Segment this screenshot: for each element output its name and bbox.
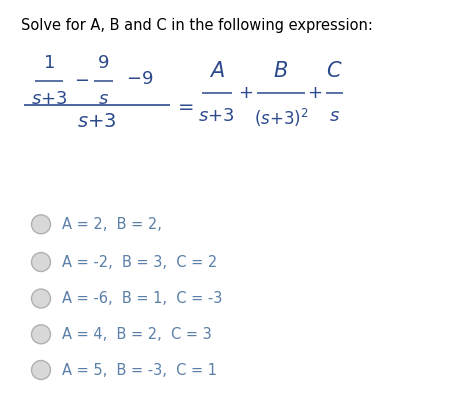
Text: $+$: $+$ [307,84,322,102]
Text: Solve for A, B and C in the following expression:: Solve for A, B and C in the following ex… [21,18,373,33]
Text: A = -2,  B = 3,  C = 2: A = -2, B = 3, C = 2 [62,254,218,270]
Text: $\mathit{B}$: $\mathit{B}$ [274,62,288,81]
Text: $\mathit{s{+}3}$: $\mathit{s{+}3}$ [31,90,67,108]
Text: $\mathit{s}$: $\mathit{s}$ [329,107,340,125]
Circle shape [32,325,50,344]
Text: $\mathit{(s{+}3)^2}$: $\mathit{(s{+}3)^2}$ [254,107,308,129]
Text: A = 4,  B = 2,  C = 3: A = 4, B = 2, C = 3 [62,327,212,342]
Text: $\mathit{s{+}3}$: $\mathit{s{+}3}$ [199,107,235,125]
Text: $=$: $=$ [174,96,194,115]
Text: $-$: $-$ [74,70,89,89]
Text: $\mathit{A}$: $\mathit{A}$ [209,62,225,81]
Circle shape [32,289,50,308]
Text: $-9$: $-9$ [126,70,153,89]
Text: $+$: $+$ [238,84,253,102]
Text: $\mathit{C}$: $\mathit{C}$ [326,62,343,81]
Circle shape [32,252,50,272]
Text: $\mathit{9}$: $\mathit{9}$ [97,54,110,72]
Circle shape [32,215,50,234]
Text: A = -6,  B = 1,  C = -3: A = -6, B = 1, C = -3 [62,291,223,306]
Circle shape [32,360,50,380]
Text: $\mathit{1}$: $\mathit{1}$ [43,54,55,72]
Text: A = 2,  B = 2,: A = 2, B = 2, [62,217,162,232]
Text: A = 5,  B = -3,  C = 1: A = 5, B = -3, C = 1 [62,362,217,378]
Text: $\mathit{s}$: $\mathit{s}$ [98,90,109,108]
Text: $\mathit{s{+}3}$: $\mathit{s{+}3}$ [77,112,116,131]
